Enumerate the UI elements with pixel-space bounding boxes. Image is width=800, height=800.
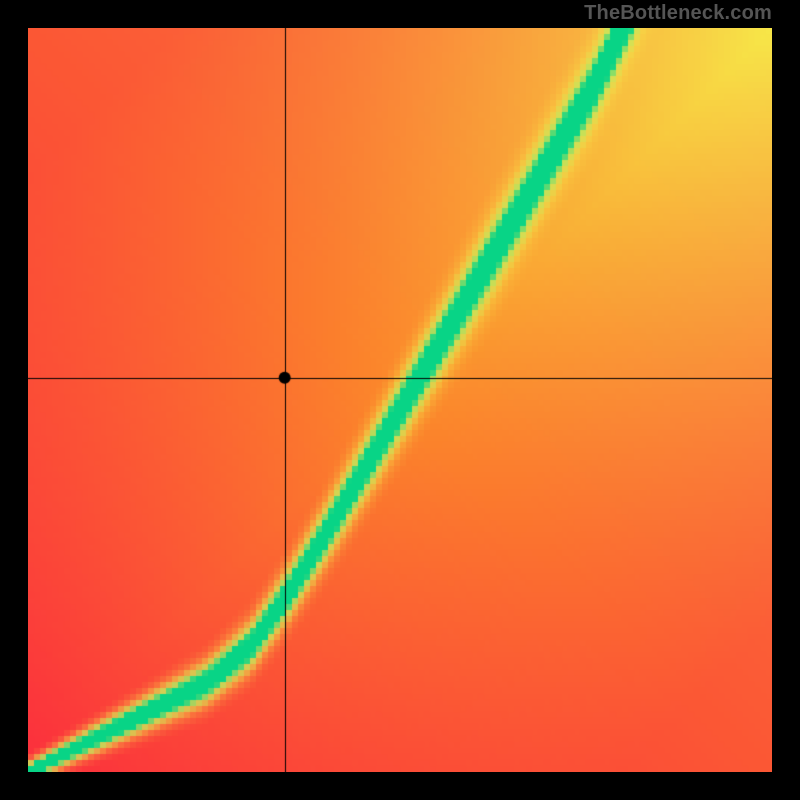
chart-container: TheBottleneck.com: [0, 0, 800, 800]
watermark-text: TheBottleneck.com: [584, 2, 772, 25]
plot-area: [28, 28, 772, 772]
heatmap-canvas: [28, 28, 772, 772]
